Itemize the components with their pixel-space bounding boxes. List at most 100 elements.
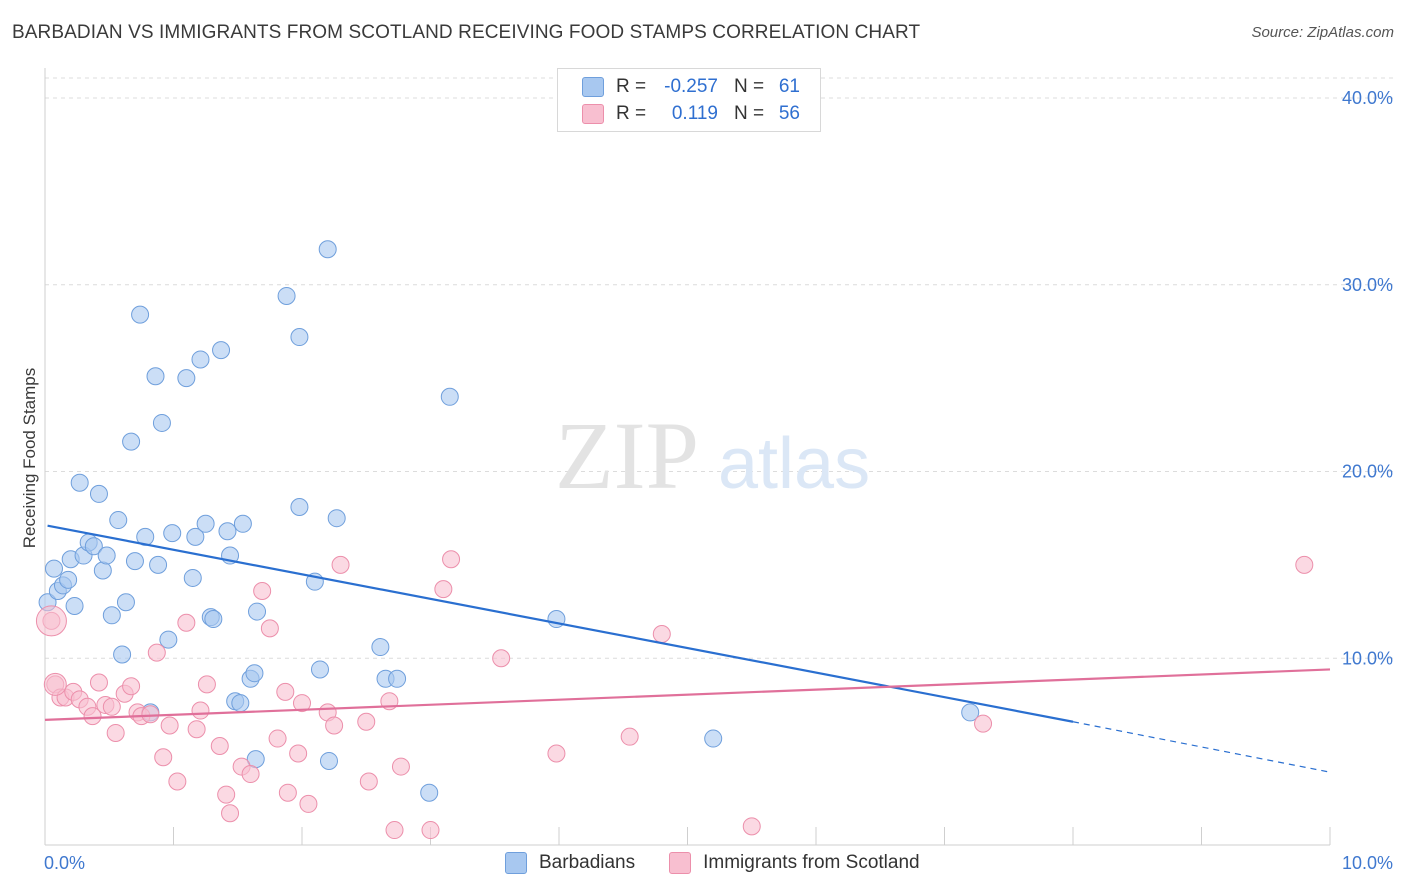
y-tick-label: 30.0% <box>1342 275 1393 295</box>
data-point <box>152 413 171 432</box>
watermark-atlas: atlas <box>718 424 870 504</box>
series-scotland <box>42 550 1314 840</box>
data-point <box>89 673 108 692</box>
data-point <box>141 705 160 724</box>
legend-n-label: N = <box>734 103 765 124</box>
legend-item-barbadians[interactable]: Barbadians <box>505 852 635 874</box>
data-point <box>492 649 511 668</box>
data-point <box>742 817 761 836</box>
data-point <box>248 602 267 621</box>
data-point <box>268 729 287 748</box>
data-point <box>290 497 309 516</box>
y-tick-label: 10.0% <box>1342 648 1393 668</box>
legend-row-barbadians: R = -0.257 N = 61 <box>582 75 800 99</box>
data-point <box>168 772 187 791</box>
data-point <box>277 286 296 305</box>
x-tick-label: 0.0% <box>44 853 85 873</box>
data-points <box>35 240 1314 840</box>
data-point <box>131 305 150 324</box>
data-point <box>84 537 103 556</box>
data-point <box>35 605 67 637</box>
grid-lines <box>45 77 1395 659</box>
data-point <box>177 613 196 632</box>
data-point <box>146 367 165 386</box>
y-tick-label: 40.0% <box>1342 88 1393 108</box>
data-point <box>93 561 112 580</box>
data-point <box>260 619 279 638</box>
data-point <box>299 794 318 813</box>
series-legend: Barbadians Immigrants from Scotland <box>505 852 954 874</box>
legend-n-value: 61 <box>778 76 800 97</box>
data-point <box>290 328 309 347</box>
data-point <box>221 804 240 823</box>
tick-labels: 10.0% 20.0% 30.0% 40.0% 0.0% 10.0% <box>44 88 1393 873</box>
data-point <box>89 484 108 503</box>
legend-r-value: 0.119 <box>671 103 718 124</box>
data-point <box>218 522 237 541</box>
data-point <box>204 610 223 629</box>
data-point <box>974 714 993 733</box>
data-point <box>289 744 308 763</box>
trend-lines <box>44 524 1331 773</box>
trend-line-scotland <box>44 668 1331 721</box>
data-point <box>154 748 173 767</box>
data-point <box>43 672 67 696</box>
data-point <box>212 341 231 360</box>
data-point <box>961 703 980 722</box>
data-point <box>102 697 121 716</box>
legend-swatch-blue <box>505 852 527 874</box>
data-point <box>97 546 116 565</box>
data-point <box>371 638 390 657</box>
data-point <box>318 240 337 259</box>
legend-swatch-pink <box>669 852 692 874</box>
data-point <box>442 550 461 569</box>
data-point <box>440 387 459 406</box>
data-point <box>245 664 264 683</box>
data-point <box>278 783 297 802</box>
data-point <box>359 772 378 791</box>
watermark-zip: ZIP <box>555 402 699 509</box>
legend-swatch-pink <box>582 104 604 124</box>
data-point <box>420 783 439 802</box>
data-point <box>186 527 205 546</box>
data-point <box>160 716 179 735</box>
data-point <box>116 593 135 612</box>
data-point <box>122 432 141 451</box>
x-tick-label: 10.0% <box>1342 853 1393 873</box>
data-point <box>388 669 407 688</box>
data-point <box>187 720 206 739</box>
source-credit: Source: ZipAtlas.com <box>1251 24 1394 41</box>
legend-item-scotland[interactable]: Immigrants from Scotland <box>669 852 920 874</box>
data-point <box>652 624 671 643</box>
data-point <box>177 369 196 388</box>
data-point <box>149 555 168 574</box>
data-point <box>391 757 410 776</box>
data-point <box>147 643 166 662</box>
data-point <box>70 473 89 492</box>
data-point <box>210 737 229 756</box>
data-point <box>310 660 329 679</box>
legend-n-label: N = <box>734 76 765 97</box>
data-point <box>65 596 84 615</box>
data-point <box>331 555 350 574</box>
chart-title: BARBADIAN VS IMMIGRANTS FROM SCOTLAND RE… <box>12 22 921 43</box>
data-point <box>1295 555 1314 574</box>
data-point <box>217 785 236 804</box>
legend-r-label: R = <box>616 76 647 97</box>
data-point <box>233 514 252 533</box>
data-point <box>102 606 121 625</box>
legend-label-barbadians: Barbadians <box>539 852 636 873</box>
watermark: ZIP atlas <box>555 402 870 509</box>
data-point <box>191 350 210 369</box>
legend-row-scotland: R = 0.119 N = 56 <box>582 102 800 126</box>
data-point <box>106 723 125 742</box>
data-point <box>197 675 216 694</box>
data-point <box>113 645 132 664</box>
legend-swatch-blue <box>582 77 604 97</box>
data-point <box>325 716 344 735</box>
data-point <box>385 821 404 840</box>
data-point <box>253 582 272 601</box>
data-point <box>293 694 311 713</box>
data-point <box>196 514 215 533</box>
